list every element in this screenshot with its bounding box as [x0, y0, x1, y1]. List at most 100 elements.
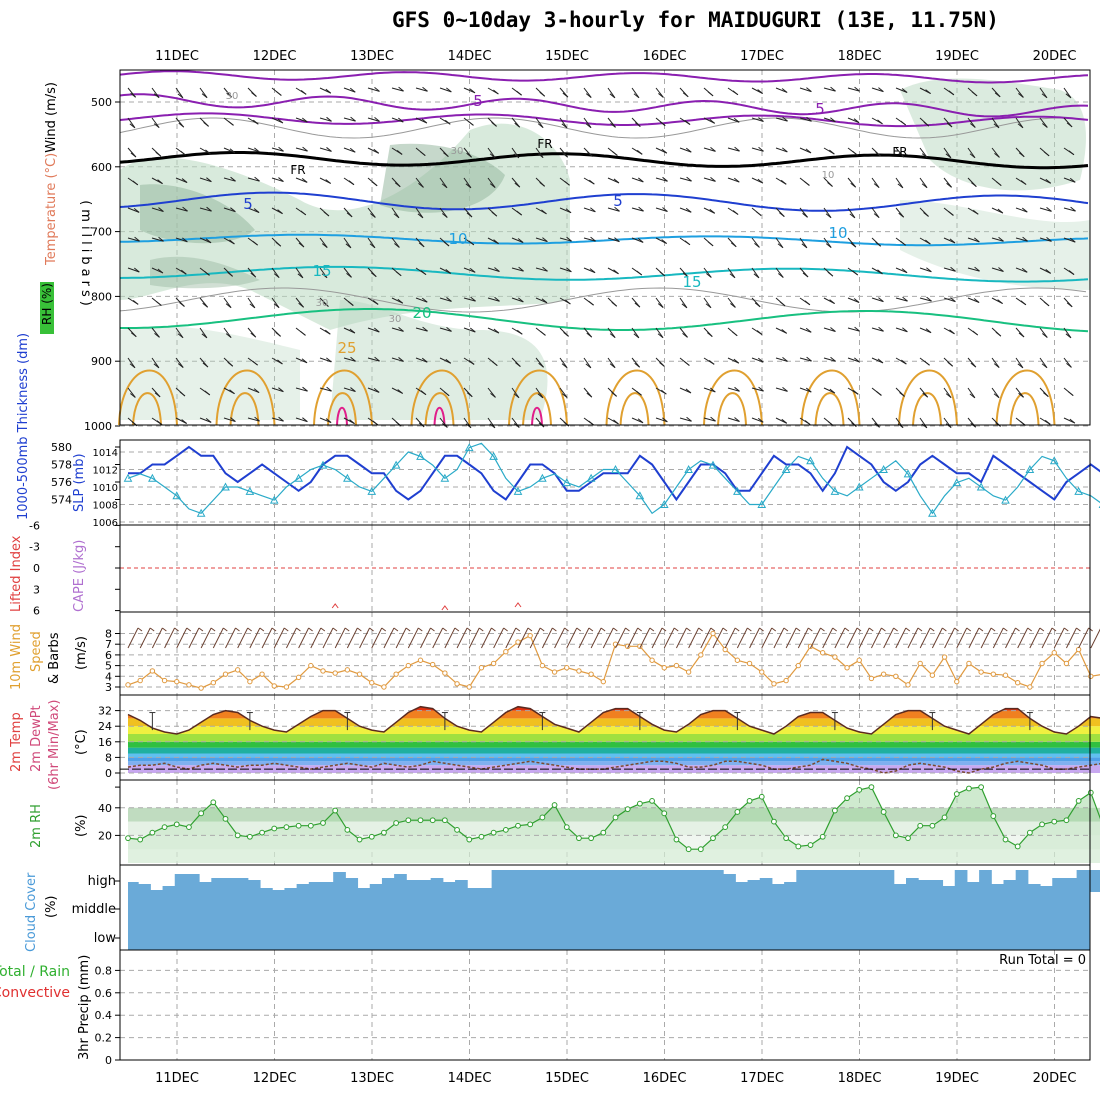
wind-barb-10m: [127, 627, 139, 649]
wind-barb: [535, 267, 548, 272]
wind-barb-10m-flag: [369, 627, 374, 632]
wind-barb-flag: [372, 420, 379, 426]
wind-barb-10m-flag: [625, 627, 630, 632]
wind-barb-flag: [994, 153, 1000, 158]
wind-barb-flag: [804, 420, 811, 425]
wind-speed-point: [832, 654, 838, 660]
wind-barb: [295, 177, 308, 183]
wind-barb-flag: [491, 122, 497, 127]
wind-barb-flag: [658, 93, 664, 98]
wind-barb: [559, 357, 568, 368]
wind-speed-point: [1027, 684, 1033, 690]
slp-point: [781, 464, 791, 473]
wind-barb-flag: [588, 420, 595, 426]
wind-barb-10m-flag: [381, 627, 387, 632]
wind-barb-flag: [419, 151, 426, 156]
wind-barb-flag: [420, 390, 427, 396]
wind-barb: [967, 297, 980, 303]
label-precip: 3hr Precip (mm): [77, 955, 92, 1060]
wind-barb: [247, 147, 260, 153]
wind-barb: [991, 267, 1004, 272]
rh-point: [405, 817, 412, 824]
slp-point: [489, 451, 498, 460]
wind-barb-flag: [637, 418, 644, 424]
wind-barb-10m-flag: [600, 627, 606, 632]
temp-contour-30: [327, 392, 357, 426]
rh-point: [807, 842, 814, 848]
wind-barb-flag: [514, 182, 521, 188]
wind-barb-flag: [539, 181, 545, 187]
wind-barb-flag: [134, 236, 140, 242]
wind-barb-10m-flag: [539, 627, 545, 632]
wind-barb-flag: [565, 208, 572, 214]
cloud-high-bar: [966, 882, 980, 892]
wind-barb-flag: [514, 122, 521, 128]
rh-point: [271, 825, 278, 832]
cloud-high-bar: [784, 882, 797, 892]
date-label-top: 15DEC: [545, 49, 589, 64]
wind-barb: [967, 237, 980, 243]
wind-barb-flag: [230, 176, 236, 182]
rh-point: [624, 806, 631, 813]
wind-barb-flag: [755, 211, 762, 217]
wind-barb: [319, 147, 332, 152]
rh-point: [466, 836, 473, 843]
wind-barb-10m-flag: [808, 627, 813, 632]
label-convective: Convective: [0, 985, 70, 1001]
label-total-rain: Total / Rain: [0, 964, 70, 980]
wind-barb-flag: [900, 120, 907, 126]
wind-barb: [895, 267, 908, 274]
wind-barb-flag: [971, 182, 977, 187]
wind-barb-flag: [1066, 363, 1072, 368]
temp-tick: 8: [105, 751, 112, 764]
contour-label: 30: [316, 298, 329, 309]
wind-barb-10m: [139, 627, 151, 649]
wind-barb-10m-flag: [1088, 627, 1093, 632]
contour-label: 30: [389, 314, 402, 325]
wind-barb: [487, 147, 496, 158]
wind-barb-10m: [785, 627, 797, 649]
wind-barb-flag: [156, 420, 163, 426]
wind-barb: [727, 177, 740, 183]
wind-barb-10m: [1041, 627, 1053, 649]
wind-barb-10m-flag: [637, 627, 642, 632]
temp-2m-line: [127, 705, 1100, 735]
wind-barb-flag: [252, 360, 258, 366]
wind-speed-point: [429, 661, 436, 668]
rh-point: [478, 833, 485, 840]
slp-point: [148, 473, 157, 482]
wind-speed-point: [990, 671, 997, 677]
rh-point: [441, 817, 448, 824]
wind-barb-flag: [1043, 392, 1049, 398]
wind-barb: [127, 117, 136, 129]
dewpoint-2m-line: [127, 758, 1100, 774]
wind-barb-flag: [130, 92, 136, 98]
wind-speed-point: [966, 660, 972, 667]
wind-barb-flag: [710, 416, 716, 422]
wind-barb-flag: [445, 269, 452, 274]
cloud-high-bar: [857, 870, 870, 892]
wind-barb-flag: [753, 273, 760, 279]
wind-barb-flag: [469, 327, 476, 333]
wind-speed-point: [880, 671, 887, 677]
wind-barb: [799, 387, 812, 393]
wind-barb-flag: [374, 356, 380, 362]
cloud-high-bar: [150, 890, 164, 892]
wind-barb-flag: [177, 93, 184, 99]
wind-barb: [583, 117, 592, 129]
wind-barb-10m-flag: [1027, 627, 1032, 632]
panel-frame: [119, 439, 1091, 526]
wind-barb-10m-flag: [832, 627, 837, 632]
wind-barb: [919, 327, 932, 334]
wind-barb: [751, 387, 764, 392]
wind-barb-flag: [802, 212, 808, 218]
wind-barb-flag: [757, 417, 764, 423]
wind-barb: [319, 417, 332, 424]
cloud-high-bar: [284, 888, 298, 892]
rh-point: [636, 800, 643, 807]
temp-contour-30: [619, 392, 650, 426]
rh-point: [1051, 818, 1058, 825]
wind-barb-flag: [849, 213, 856, 219]
wind-barb-flag: [177, 363, 184, 368]
wind-barb-flag: [277, 209, 283, 215]
